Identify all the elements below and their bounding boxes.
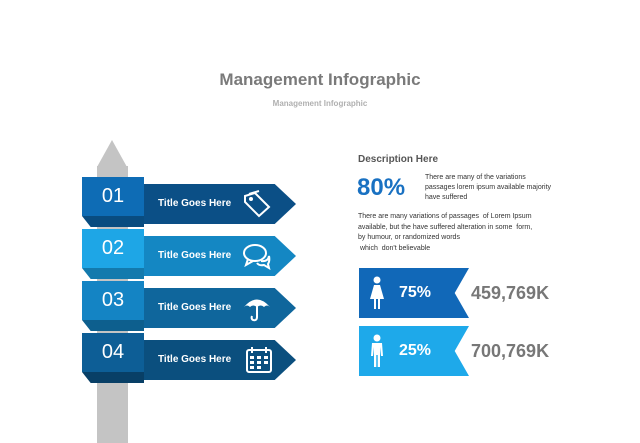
page-subtitle: Management Infographic	[272, 99, 368, 108]
sign-fold	[82, 320, 144, 331]
highlight-text: There are many of the variations passage…	[425, 174, 552, 201]
description-paragraph: There are many variations of passages of…	[358, 212, 558, 254]
sign-fold	[82, 268, 144, 279]
signpost-tip	[97, 140, 127, 167]
sign-fold	[82, 372, 144, 383]
sign-arrow	[144, 288, 296, 328]
sign-label: Title Goes Here	[158, 302, 232, 313]
female-person-icon	[369, 276, 385, 310]
stat-value: 459,769K	[471, 283, 550, 303]
page-title: Management Infographic	[219, 70, 421, 89]
tag-icon	[242, 190, 272, 218]
speech-bubbles-icon	[242, 242, 272, 271]
sign-row-2: 02 Title Goes Here	[82, 229, 297, 279]
stat-value: 700,769K	[471, 341, 550, 361]
sign-arrow	[144, 236, 296, 276]
sign-fold	[82, 216, 144, 227]
umbrella-icon	[242, 294, 272, 322]
paragraph-line: which don't believable	[358, 244, 431, 252]
paragraph-line: by humour, or randomized words	[358, 234, 460, 241]
sign-number: 02	[82, 229, 144, 268]
stat-female: 75%	[359, 268, 469, 318]
sign-number: 01	[82, 177, 144, 216]
sign-row-3: 03 Title Goes Here	[82, 281, 297, 331]
sign-row-4: 04 Title Goes Here	[82, 333, 297, 383]
sign-arrow	[144, 184, 296, 224]
male-person-icon	[369, 334, 385, 368]
sign-label: Title Goes Here	[158, 354, 232, 365]
paragraph-line: There are many variations of passages of…	[358, 213, 532, 220]
paragraph-line: available, but the have suffered alterat…	[358, 223, 533, 231]
highlight-percent: 80%	[357, 174, 406, 201]
sign-label: Title Goes Here	[158, 250, 232, 261]
stat-male: 25%	[359, 326, 469, 376]
description-heading: Description Here	[358, 154, 439, 165]
stat-percent: 25%	[399, 342, 432, 359]
sign-number: 03	[82, 281, 144, 320]
stat-percent: 75%	[399, 284, 432, 301]
calendar-icon	[244, 346, 274, 374]
sign-label: Title Goes Here	[158, 198, 232, 209]
sign-row-1: 01 Title Goes Here	[82, 177, 297, 227]
sign-number: 04	[82, 333, 144, 372]
